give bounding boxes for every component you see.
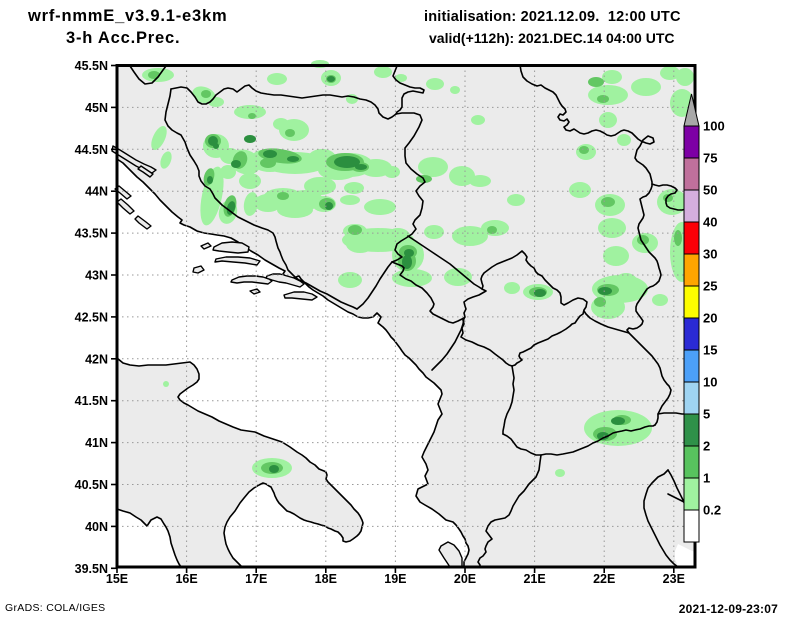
svg-text:10: 10: [703, 375, 717, 390]
svg-text:valid(+112h): 2021.DEC.14 04:0: valid(+112h): 2021.DEC.14 04:00 UTC: [429, 30, 675, 46]
svg-text:43.5N: 43.5N: [75, 227, 108, 241]
svg-text:20E: 20E: [454, 572, 476, 586]
svg-text:40.5N: 40.5N: [75, 478, 108, 492]
svg-text:75: 75: [703, 151, 717, 166]
svg-text:45N: 45N: [85, 101, 108, 115]
svg-text:40N: 40N: [85, 520, 108, 534]
svg-text:42N: 42N: [85, 352, 108, 366]
svg-text:39.5N: 39.5N: [75, 562, 108, 576]
svg-text:15: 15: [703, 343, 717, 358]
svg-text:45.5N: 45.5N: [75, 59, 108, 73]
svg-text:wrf-nmmE_v3.9.1-e3km: wrf-nmmE_v3.9.1-e3km: [27, 7, 227, 25]
svg-text:1: 1: [703, 471, 710, 486]
svg-text:18E: 18E: [315, 572, 337, 586]
svg-text:30: 30: [703, 247, 717, 262]
svg-text:3-h Acc.Prec.: 3-h Acc.Prec.: [66, 29, 180, 47]
svg-text:42.5N: 42.5N: [75, 310, 108, 324]
svg-text:5: 5: [703, 407, 710, 422]
svg-text:22E: 22E: [593, 572, 615, 586]
svg-text:initialisation: 2021.12.09. 1: initialisation: 2021.12.09. 12:00 UTC: [424, 9, 681, 25]
svg-text:15E: 15E: [106, 572, 128, 586]
svg-text:21E: 21E: [523, 572, 545, 586]
svg-text:19E: 19E: [384, 572, 406, 586]
svg-text:25: 25: [703, 279, 717, 294]
svg-text:20: 20: [703, 311, 717, 326]
svg-text:GrADS: COLA/IGES: GrADS: COLA/IGES: [5, 602, 106, 614]
svg-text:50: 50: [703, 183, 717, 198]
svg-text:100: 100: [703, 119, 725, 134]
svg-text:17E: 17E: [245, 572, 267, 586]
svg-text:16E: 16E: [175, 572, 197, 586]
svg-text:44.5N: 44.5N: [75, 143, 108, 157]
svg-text:43N: 43N: [85, 269, 108, 283]
svg-text:0.2: 0.2: [703, 503, 721, 518]
svg-text:40: 40: [703, 215, 717, 230]
svg-text:41.5N: 41.5N: [75, 394, 108, 408]
svg-text:41N: 41N: [85, 436, 108, 450]
svg-text:23E: 23E: [663, 572, 685, 586]
svg-text:2021-12-09-23:07: 2021-12-09-23:07: [679, 602, 778, 616]
svg-text:44N: 44N: [85, 185, 108, 199]
svg-text:2: 2: [703, 439, 710, 454]
